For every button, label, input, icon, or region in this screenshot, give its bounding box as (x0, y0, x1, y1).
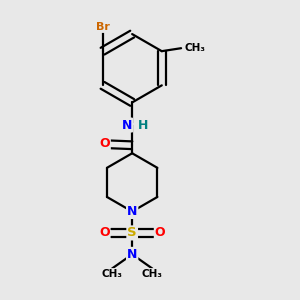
Text: N: N (122, 118, 132, 131)
Text: Br: Br (96, 22, 110, 32)
Text: CH₃: CH₃ (142, 269, 163, 279)
Text: O: O (155, 226, 165, 239)
Text: H: H (138, 118, 148, 131)
Text: CH₃: CH₃ (101, 269, 122, 279)
Text: N: N (127, 248, 137, 261)
Text: N: N (127, 205, 137, 218)
Text: O: O (99, 226, 110, 239)
Text: O: O (99, 137, 110, 150)
Text: S: S (128, 226, 137, 239)
Text: CH₃: CH₃ (185, 43, 206, 53)
